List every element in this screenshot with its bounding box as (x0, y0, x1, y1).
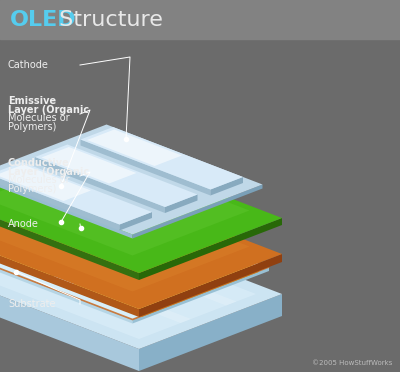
Polygon shape (139, 254, 282, 317)
Polygon shape (83, 247, 236, 305)
Polygon shape (0, 257, 45, 280)
Polygon shape (0, 279, 139, 371)
Polygon shape (0, 239, 139, 317)
Polygon shape (210, 177, 243, 196)
Polygon shape (79, 244, 225, 300)
Polygon shape (139, 294, 282, 371)
Text: Conductive: Conductive (8, 158, 70, 168)
Polygon shape (0, 234, 256, 339)
Polygon shape (0, 164, 91, 201)
Polygon shape (0, 174, 120, 231)
Polygon shape (132, 267, 269, 324)
Text: ©2005 HowStuffWorks: ©2005 HowStuffWorks (312, 360, 392, 366)
Text: Polymers): Polymers) (8, 122, 56, 132)
Bar (0, 0, 400, 39)
Polygon shape (165, 195, 198, 213)
Polygon shape (0, 184, 282, 309)
Text: Molecules or: Molecules or (8, 113, 70, 123)
Polygon shape (0, 174, 132, 238)
Polygon shape (0, 224, 282, 349)
Polygon shape (132, 185, 262, 238)
Polygon shape (70, 241, 259, 313)
Polygon shape (0, 212, 162, 276)
Polygon shape (139, 218, 282, 280)
Polygon shape (80, 140, 210, 196)
Polygon shape (38, 264, 191, 323)
Polygon shape (35, 144, 198, 207)
Polygon shape (0, 125, 262, 234)
Polygon shape (70, 285, 142, 317)
Polygon shape (0, 189, 250, 292)
Text: Molecules or: Molecules or (8, 175, 70, 185)
Text: Polymers): Polymers) (8, 184, 56, 194)
Polygon shape (142, 268, 259, 317)
Polygon shape (0, 207, 269, 320)
Text: Cathode: Cathode (8, 60, 49, 70)
Polygon shape (5, 215, 138, 266)
Text: Emissive: Emissive (8, 96, 56, 106)
Polygon shape (80, 127, 243, 189)
Text: Anode: Anode (8, 219, 39, 229)
Polygon shape (35, 157, 165, 213)
Polygon shape (42, 147, 136, 183)
Polygon shape (45, 231, 162, 280)
Polygon shape (0, 153, 250, 256)
Polygon shape (0, 148, 282, 273)
Polygon shape (0, 203, 139, 280)
Text: Structure: Structure (52, 10, 163, 30)
Text: Layer (Organic: Layer (Organic (8, 105, 89, 115)
Text: Substrate: Substrate (8, 299, 56, 309)
Polygon shape (87, 129, 182, 166)
Polygon shape (0, 260, 132, 324)
Text: Layer (Organic: Layer (Organic (8, 167, 89, 177)
Polygon shape (0, 162, 152, 224)
Polygon shape (120, 212, 152, 231)
Text: OLED: OLED (10, 10, 77, 30)
